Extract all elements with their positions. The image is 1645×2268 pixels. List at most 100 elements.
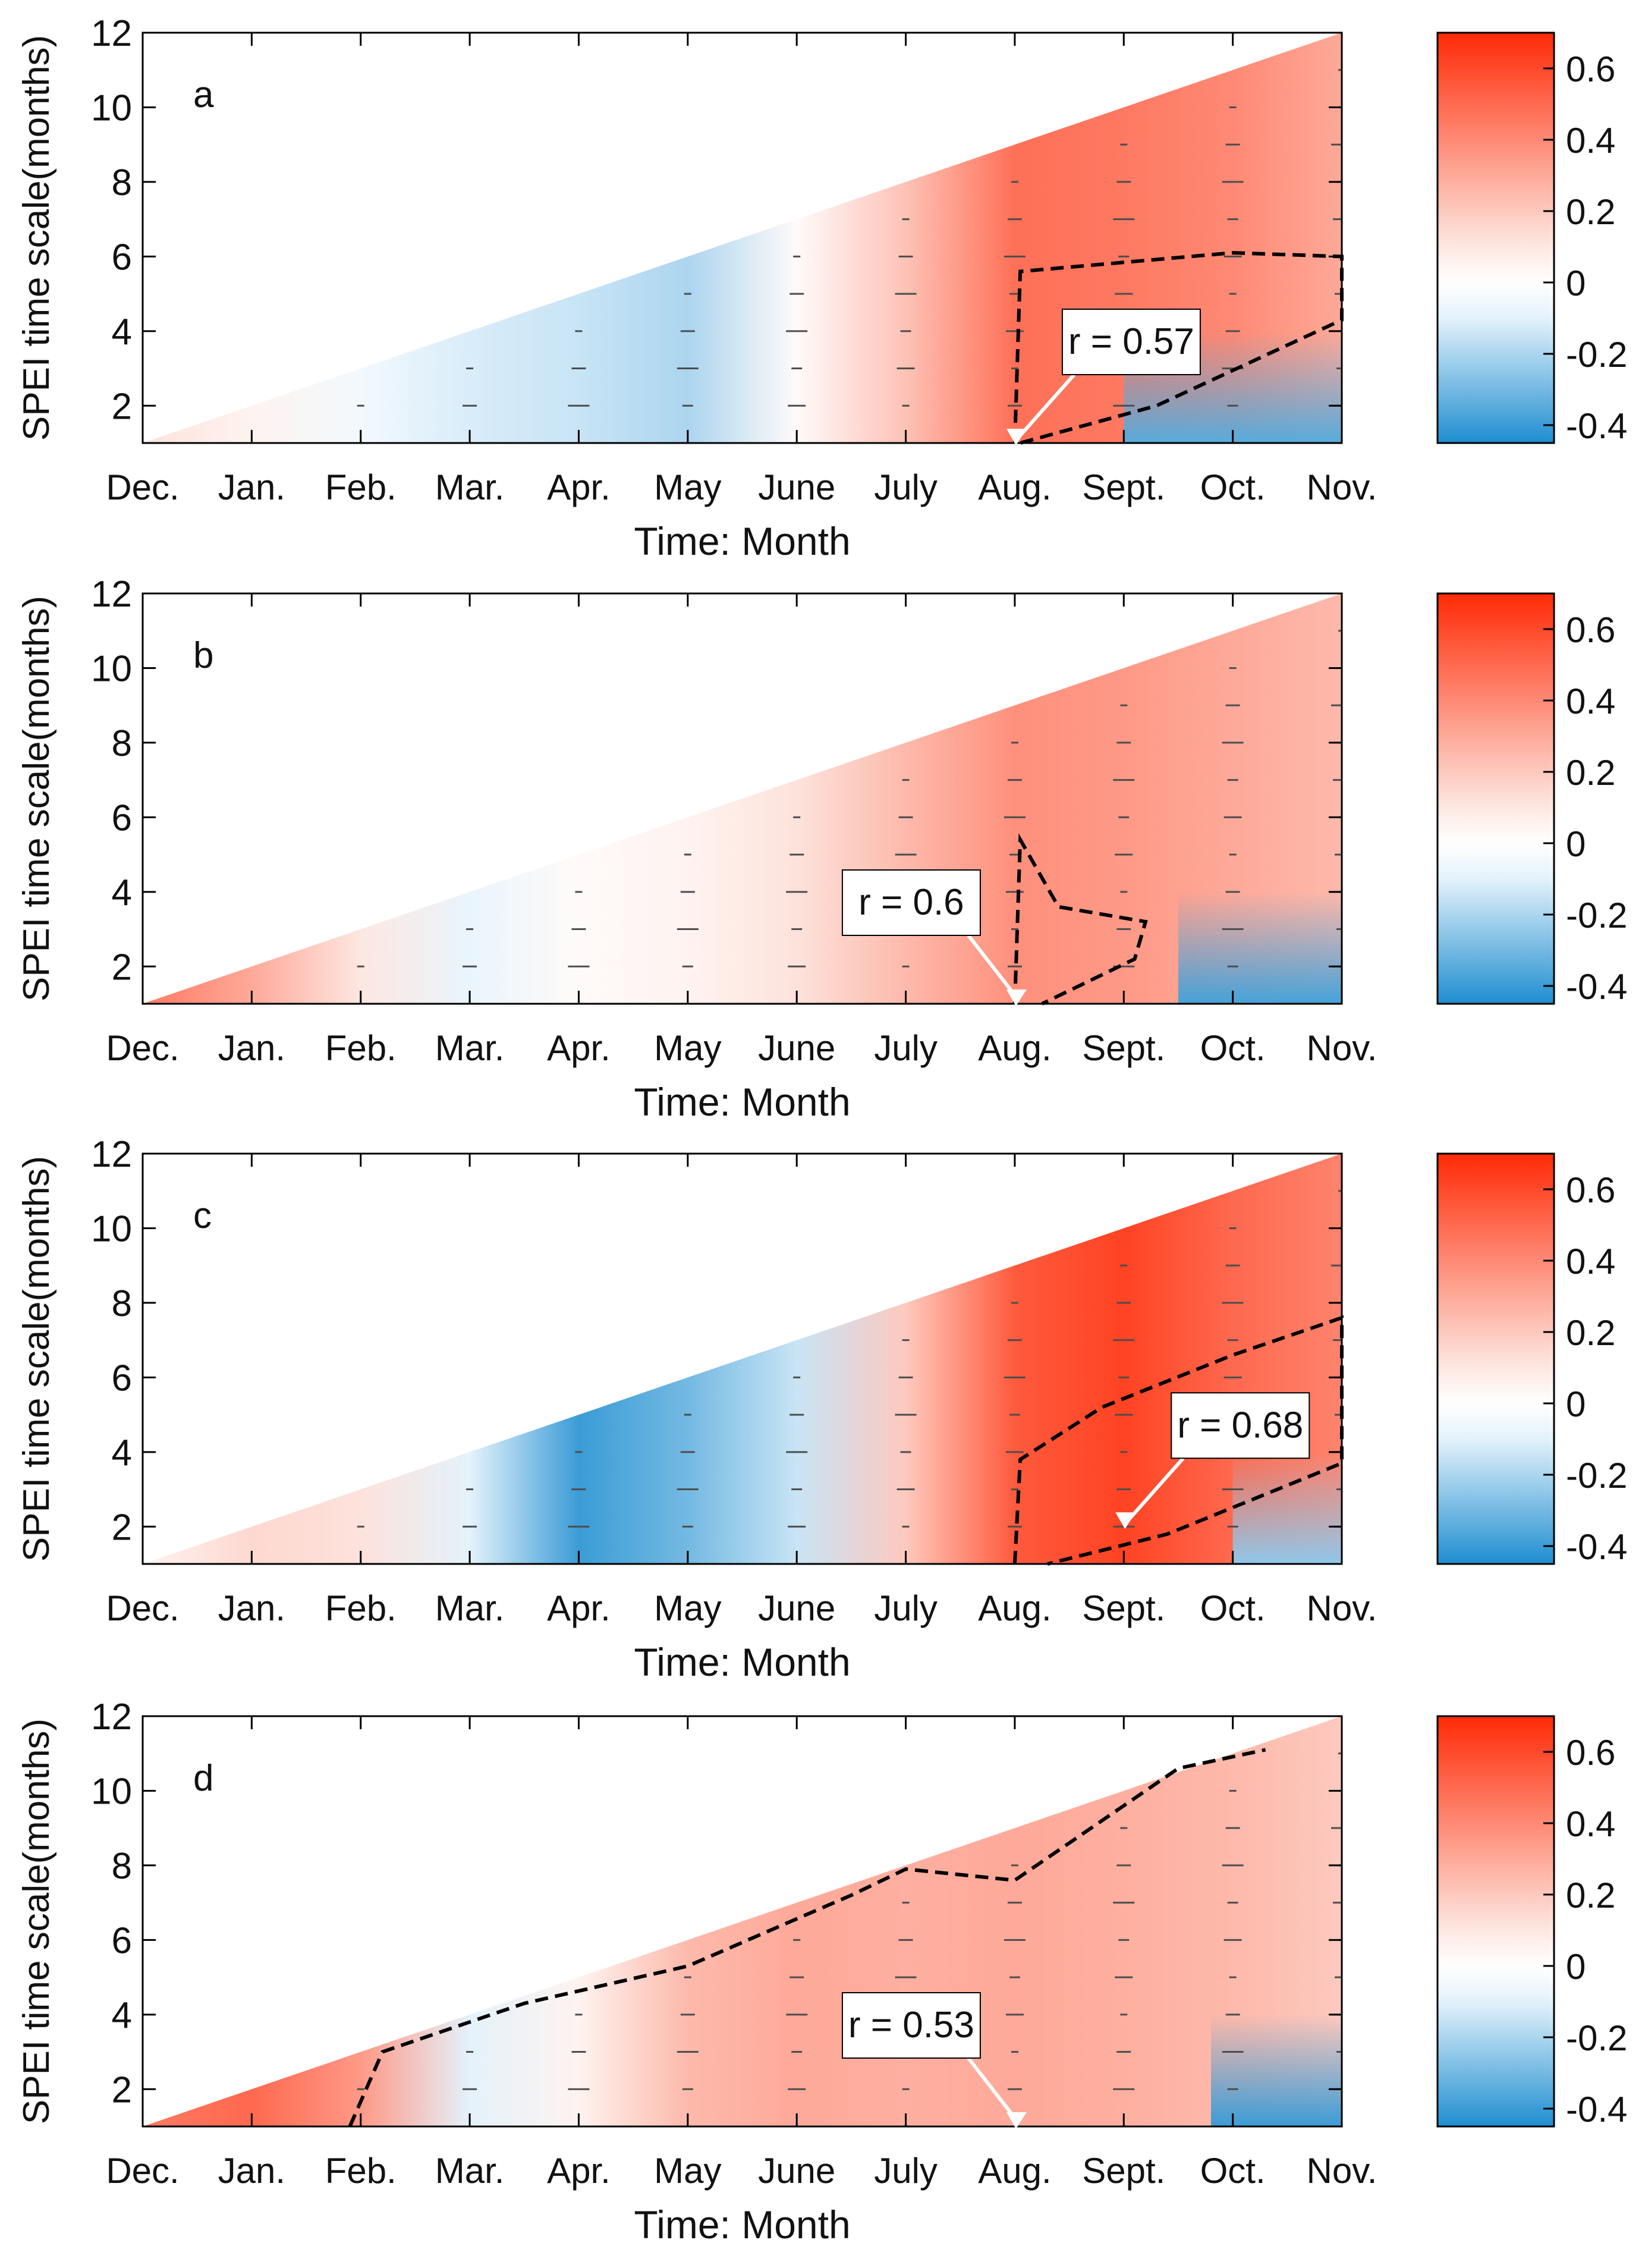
x-tick-label: Aug. — [978, 1028, 1051, 1068]
plot-frame — [141, 1715, 1343, 2128]
correlation-annotation: r = 0.68 — [1115, 1392, 1310, 1529]
x-tick-label: Oct. — [1200, 2151, 1266, 2191]
colorbar-tick-label: 0.2 — [1566, 1313, 1615, 1353]
y-tick-label: 4 — [112, 1995, 132, 2036]
colorbar-tick-label: 0.6 — [1566, 1170, 1615, 1210]
x-tick-label: Sept. — [1082, 2151, 1165, 2191]
colorbar-tick-label: -0.4 — [1566, 406, 1627, 446]
colorbar-tick-label: 0 — [1566, 263, 1586, 303]
x-tick-label: July — [874, 467, 938, 507]
colorbar-tick-label: 0.6 — [1566, 49, 1615, 89]
colorbar-bar — [1436, 1715, 1555, 2128]
annotation-box — [1061, 309, 1201, 375]
x-tick-label: Apr. — [547, 1028, 611, 1068]
colorbar-tick-label: -0.2 — [1566, 896, 1627, 935]
x-tick-label: Oct. — [1200, 1028, 1266, 1068]
y-tick-label: 4 — [112, 872, 132, 913]
y-axis-label: SPEI time scale(months) — [16, 596, 57, 1001]
heat-field-base — [143, 1154, 1342, 1564]
heat-field-low-scale-anomaly — [1210, 2014, 1342, 2126]
x-tick-label: Mar. — [435, 1028, 505, 1068]
y-tick-label: 8 — [112, 723, 132, 764]
x-tick-label: Sept. — [1082, 467, 1165, 507]
colorbar-tick-label: 0 — [1566, 824, 1586, 864]
y-axis-label: SPEI time scale(months) — [16, 35, 57, 441]
y-tick-label: 8 — [112, 162, 132, 203]
correlation-annotation: r = 0.53 — [841, 1992, 1027, 2129]
colorbar: 0.6 0.4 0.2 0 -0.2 -0.4 — [1436, 592, 1627, 1007]
colorbar-tick-label: -0.4 — [1566, 2090, 1627, 2129]
y-axis-label: SPEI time scale(months) — [16, 1156, 57, 1562]
x-tick-label: June — [758, 1588, 835, 1628]
colorbar-bar — [1436, 592, 1555, 1005]
annotation-label: r = 0.53 — [848, 2005, 974, 2046]
colorbar-tick-label: -0.2 — [1566, 1456, 1627, 1496]
colorbar-bar — [1436, 1152, 1555, 1565]
x-tick-label: Dec. — [106, 1028, 179, 1068]
x-tick-label: Nov. — [1307, 467, 1377, 507]
y-tick-label: 6 — [112, 237, 132, 278]
y-tick-label: 8 — [112, 1283, 132, 1324]
x-tick-label: Nov. — [1307, 1588, 1377, 1628]
x-tick-label: Feb. — [325, 2151, 397, 2191]
heat-field-low-scale-anomaly — [1232, 1452, 1342, 1564]
x-tick-label: Dec. — [106, 467, 179, 507]
y-tick-label: 6 — [112, 1920, 132, 1961]
colorbar-tick-label: 0.2 — [1566, 192, 1615, 232]
colorbar-tick-label: -0.4 — [1566, 967, 1627, 1007]
annotation-arrow — [967, 2057, 1020, 2123]
y-tick-label: 10 — [91, 648, 132, 689]
x-tick-label: Nov. — [1307, 1028, 1377, 1068]
annotation-box — [841, 869, 981, 936]
panel-b: 2 4 6 8 10 12 Dec. Jan. Feb. Mar. Apr. May June July A… — [16, 574, 1627, 1124]
panel-label: c — [193, 1195, 212, 1236]
y-tick-label: 10 — [91, 87, 132, 128]
colorbar-tick-label: -0.2 — [1566, 2018, 1627, 2058]
annotation-arrowhead — [1006, 2112, 1027, 2129]
heat-field — [143, 1716, 1342, 2126]
x-tick-label: Aug. — [978, 1588, 1051, 1628]
colorbar-bar — [1436, 32, 1555, 444]
panel-a: 2 4 6 8 10 12 Dec. Jan. Feb. Mar. Apr. May June July A… — [16, 13, 1627, 563]
heat-field — [143, 593, 1342, 1004]
colorbar-tick-label: 0.4 — [1566, 1242, 1615, 1281]
x-tick-label: Dec. — [106, 1588, 179, 1628]
significance-contour — [1012, 833, 1148, 1006]
y-tick-label: 10 — [91, 1208, 132, 1249]
annotation-arrowhead — [1006, 429, 1027, 445]
x-tick-label: May — [654, 1028, 721, 1068]
x-tick-label: June — [758, 1028, 835, 1068]
x-tick-label: July — [874, 2151, 938, 2191]
heat-field-base — [143, 593, 1342, 1004]
vector-arrows — [248, 1752, 1342, 2126]
heat-field — [143, 33, 1342, 443]
y-tick-label: 12 — [91, 574, 132, 615]
x-tick-label: Mar. — [435, 467, 505, 507]
x-tick-label: Apr. — [547, 1588, 611, 1628]
x-tick-label: Feb. — [325, 467, 397, 507]
colorbar-tick-label: 0.4 — [1566, 681, 1615, 721]
x-tick-label: Apr. — [547, 467, 611, 507]
colorbar-tick-label: 0.4 — [1566, 121, 1615, 161]
annotation-arrow — [967, 934, 1020, 1000]
x-tick-label: June — [758, 467, 835, 507]
x-tick-label: July — [874, 1588, 938, 1628]
plot-frame — [141, 1152, 1343, 1565]
x-tick-label: May — [654, 1588, 721, 1628]
x-tick-label: Jan. — [218, 2151, 285, 2191]
panel-c: 2 4 6 8 10 12 Dec. Jan. Feb. Mar. Apr. May June July A… — [16, 1134, 1627, 1684]
x-tick-label: May — [654, 2151, 721, 2191]
y-tick-label: 12 — [91, 1697, 132, 1738]
x-tick-label: Aug. — [978, 2151, 1051, 2191]
x-tick-label: Feb. — [325, 1028, 397, 1068]
x-axis-label: Time: Month — [634, 2203, 850, 2247]
y-tick-label: 6 — [112, 1358, 132, 1399]
y-tick-label: 10 — [91, 1771, 132, 1812]
x-axis-label: Time: Month — [634, 519, 850, 563]
colorbar-tick-label: -0.4 — [1566, 1527, 1627, 1567]
y-tick-label: 6 — [112, 797, 132, 838]
x-tick-label: Nov. — [1307, 2151, 1377, 2191]
heat-field — [143, 1154, 1342, 1564]
colorbar: 0.6 0.4 0.2 0 -0.2 -0.4 — [1436, 32, 1627, 446]
